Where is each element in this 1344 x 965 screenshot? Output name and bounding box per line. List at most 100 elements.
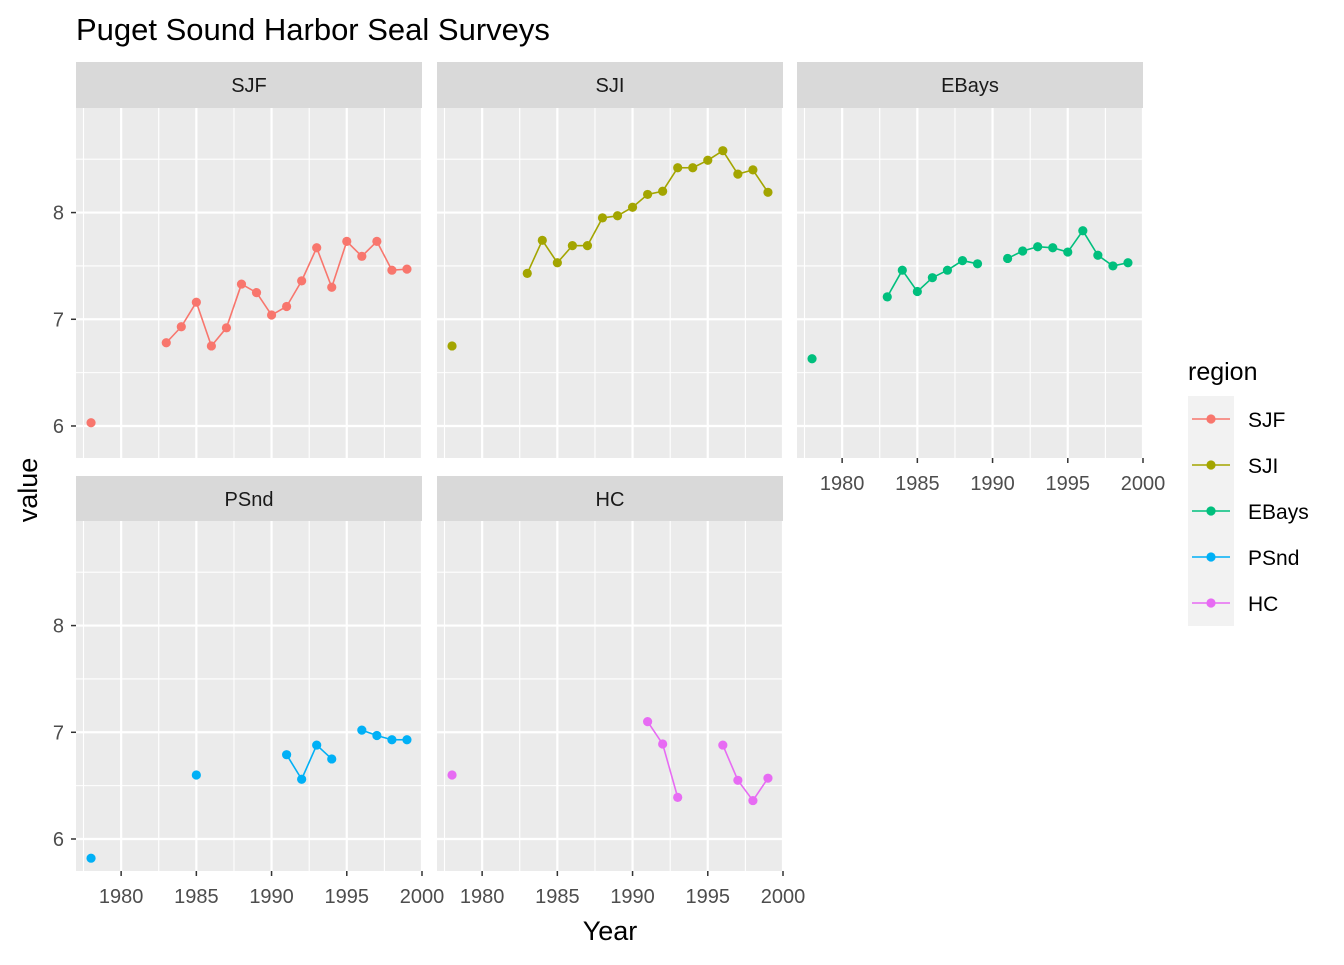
y-tick-label: 6 — [53, 416, 64, 438]
data-point — [807, 354, 817, 364]
x-tick-label: 1985 — [174, 886, 219, 908]
legend-entry-hc: HC — [1188, 580, 1278, 626]
series-line-segment — [285, 754, 303, 780]
series-line-segment — [300, 247, 318, 282]
facet-strip — [797, 62, 1143, 108]
panel-background — [437, 521, 783, 871]
x-tick-label: 1980 — [460, 886, 505, 908]
x-tick-label: 2000 — [761, 886, 806, 908]
data-point — [957, 255, 968, 266]
data-point — [927, 273, 937, 283]
facet-panel-psnd: PSnd 6 7 8 1980 1985 1990 1995 2000 — [53, 476, 444, 908]
data-point — [912, 286, 922, 297]
series-line-segment — [586, 217, 604, 247]
data-point — [312, 740, 322, 750]
series-line-segment — [285, 280, 303, 307]
data-point — [718, 146, 728, 156]
data-point — [582, 241, 593, 251]
facet-panels: SJF 6 7 8 SJI EBays 1980 1985 1990 1995 2000 PSnd 6 7… — [53, 62, 1165, 908]
data-point — [658, 186, 668, 196]
series-line-segment — [330, 241, 348, 288]
series-line-segment — [315, 247, 333, 288]
data-point — [748, 795, 758, 806]
series-line-segment — [180, 301, 198, 328]
data-point — [1003, 253, 1013, 264]
x-tick-label: 1995 — [686, 886, 731, 908]
data-point — [191, 770, 201, 780]
data-point — [402, 735, 412, 745]
data-point — [882, 292, 892, 302]
facet-panel-hc: HC 1980 1985 1990 1995 2000 — [437, 476, 805, 908]
data-point — [206, 341, 216, 351]
facet-strip — [437, 62, 783, 108]
data-point — [1063, 247, 1073, 257]
data-point — [658, 739, 668, 749]
x-tick-label: 1980 — [820, 473, 865, 495]
data-point — [447, 770, 457, 780]
data-point — [643, 717, 653, 727]
data-point — [537, 235, 547, 245]
series-line-segment — [225, 283, 243, 329]
data-point — [643, 189, 653, 200]
legend-label: HC — [1248, 593, 1278, 616]
panel-background — [797, 108, 1143, 458]
data-point — [1093, 250, 1103, 260]
legend-key-point — [1206, 460, 1216, 470]
data-point — [688, 163, 698, 173]
series-line-segment — [300, 744, 318, 780]
data-point — [282, 301, 292, 312]
series-line-segment — [195, 301, 213, 347]
data-point — [251, 288, 262, 298]
data-point — [297, 276, 307, 286]
data-point — [763, 187, 773, 197]
series-line-segment — [722, 744, 739, 781]
legend-label: EBays — [1248, 501, 1309, 524]
chart-title: Puget Sound Harbor Seal Surveys — [76, 12, 550, 47]
series-line-segment — [661, 743, 679, 798]
data-point — [176, 322, 186, 332]
data-point — [763, 773, 773, 783]
x-tick-label: 1990 — [610, 886, 655, 908]
legend-entry-psnd: PSnd — [1188, 534, 1299, 580]
facet-strip — [76, 62, 422, 108]
data-point — [357, 725, 367, 735]
y-tick-label: 8 — [53, 616, 64, 638]
data-point — [327, 754, 337, 764]
x-tick-label: 1980 — [99, 886, 144, 908]
series-line-segment — [526, 239, 544, 274]
legend-label: SJF — [1248, 409, 1285, 432]
y-tick-label: 8 — [53, 203, 64, 225]
legend-title: region — [1188, 358, 1258, 386]
x-tick-label: 1995 — [1046, 473, 1091, 495]
data-point — [372, 730, 382, 741]
series-line-segment — [1082, 230, 1099, 256]
data-point — [1033, 242, 1043, 252]
data-point — [266, 310, 277, 320]
panel-background — [76, 108, 422, 458]
legend-key-point — [1206, 506, 1216, 516]
panel-background — [437, 108, 783, 458]
data-point — [942, 265, 953, 275]
data-point — [673, 163, 683, 173]
facet-strip — [76, 476, 422, 522]
data-point — [733, 169, 743, 179]
y-tick-label: 6 — [53, 829, 64, 851]
x-tick-label: 1990 — [249, 886, 294, 908]
x-tick-label: 1985 — [895, 473, 940, 495]
legend-entry-ebays: EBays — [1188, 488, 1309, 534]
y-tick-label: 7 — [53, 309, 64, 331]
facet-strip-label: EBays — [941, 75, 999, 97]
legend-label: SJI — [1248, 455, 1278, 478]
data-point — [972, 259, 983, 269]
legend-label: PSnd — [1248, 547, 1299, 570]
series-line-segment — [661, 167, 679, 192]
data-point — [552, 258, 562, 268]
data-point — [447, 341, 457, 351]
x-tick-label: 1985 — [535, 886, 580, 908]
facet-strip — [437, 476, 783, 522]
data-point — [1123, 258, 1133, 268]
data-point — [86, 853, 96, 863]
legend-key-point — [1206, 414, 1216, 424]
panel-background — [76, 521, 422, 871]
